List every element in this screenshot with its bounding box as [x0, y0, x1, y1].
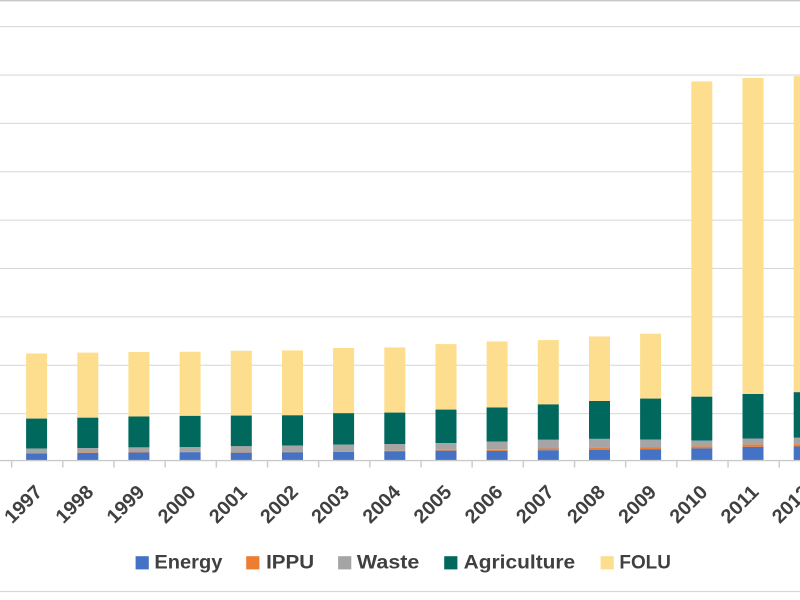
svg-text:FOLU: FOLU: [619, 552, 671, 574]
svg-text:IPPU: IPPU: [266, 552, 314, 574]
svg-text:Waste: Waste: [357, 552, 420, 574]
svg-text:Agriculture: Agriculture: [464, 552, 576, 574]
svg-text:Energy: Energy: [154, 552, 222, 574]
